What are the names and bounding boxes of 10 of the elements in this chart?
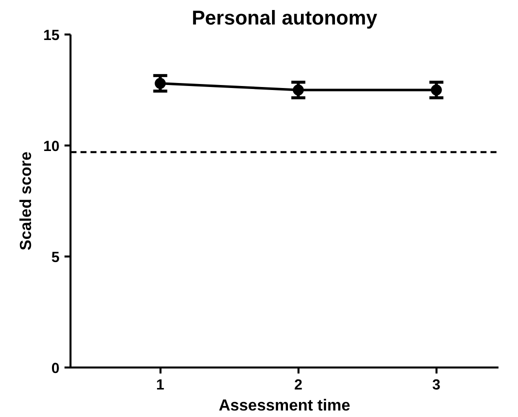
y-tick-label: 5 xyxy=(51,250,60,266)
x-tick-label: 2 xyxy=(294,378,302,394)
y-tick-label: 10 xyxy=(43,139,60,155)
chart-title: Personal autonomy xyxy=(192,8,378,30)
y-tick-label: 0 xyxy=(51,361,60,377)
y-tick-label: 15 xyxy=(43,28,60,44)
x-axis-title: Assessment time xyxy=(218,398,350,414)
x-tick-label: 1 xyxy=(156,378,164,394)
x-tick-label: 3 xyxy=(432,378,440,394)
y-axis-title: Scaled score xyxy=(18,152,36,250)
